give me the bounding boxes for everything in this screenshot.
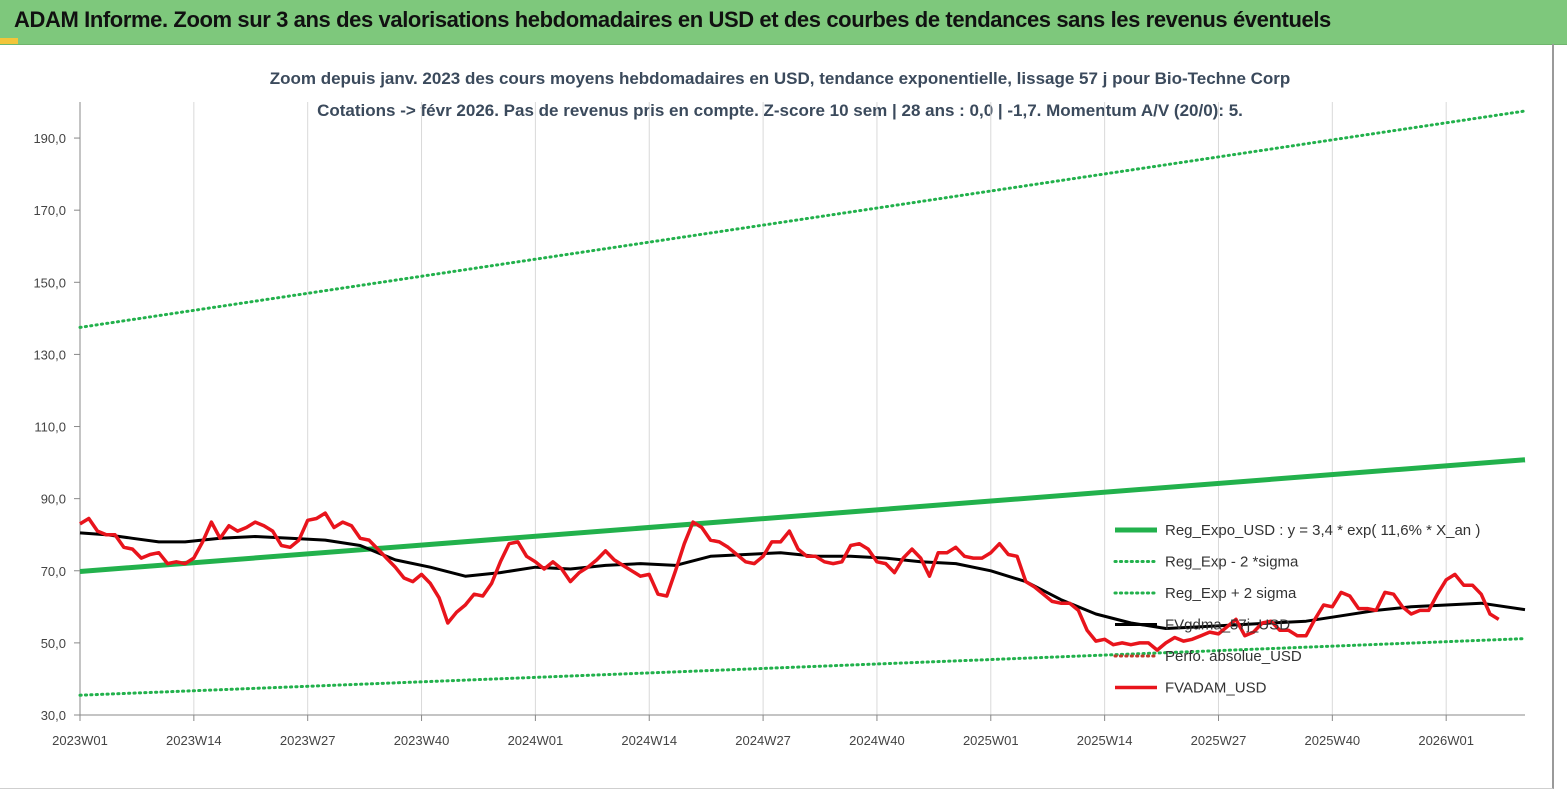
y-tick-label: 110,0 <box>34 420 66 435</box>
legend-label-3: Reg_Exp + 2 sigma <box>1165 585 1297 602</box>
series-line-2 <box>78 637 1527 697</box>
y-tick-label: 90,0 <box>41 492 66 507</box>
x-tick-label: 2025W27 <box>1191 733 1247 748</box>
chart-title-line-1: Zoom depuis janv. 2023 des cours moyens … <box>270 69 1291 88</box>
axes <box>74 102 1525 721</box>
x-tick-label: 2025W01 <box>963 733 1019 748</box>
series-line-3 <box>78 109 1527 329</box>
grid-lines <box>193 102 1447 715</box>
y-tick-label: 130,0 <box>33 347 66 362</box>
x-tick-label: 2024W27 <box>735 733 791 748</box>
y-tick-label: 70,0 <box>41 564 66 579</box>
x-tick-label: 2025W14 <box>1077 733 1133 748</box>
series-line-6 <box>79 511 1500 652</box>
y-tick-label: 30,0 <box>41 708 66 723</box>
series-line-1 <box>79 457 1526 574</box>
y-tick-label: 50,0 <box>41 636 66 651</box>
x-axis-ticks: 2023W01 2023W14 2023W27 2023W40 2024W01 2024W… <box>52 733 1474 748</box>
x-tick-label: 2024W40 <box>849 733 905 748</box>
x-tick-label: 2023W40 <box>394 733 450 748</box>
series-lines <box>78 109 1527 697</box>
y-tick-label: 170,0 <box>33 203 66 218</box>
legend-label-6: FVADAM_USD <box>1165 680 1267 697</box>
y-tick-label: 150,0 <box>33 275 66 290</box>
y-axis-ticks: 30,0 50,0 70,0 90,0 110,0 130,0 150,0 170,0 190,… <box>33 131 66 723</box>
legend-label-5: Perfo. absolue_USD <box>1165 648 1302 665</box>
legend-label-1: Reg_Expo_USD : y = 3,4 * exp( 11,6% * X_… <box>1165 522 1480 539</box>
report-header: ADAM Informe. Zoom sur 3 ans des valoris… <box>0 0 1567 45</box>
legend: Reg_Expo_USD : y = 3,4 * exp( 11,6% * X_… <box>1113 522 1480 697</box>
chart-title-line-2: Cotations -> févr 2026. Pas de revenus p… <box>317 101 1243 120</box>
x-tick-label: 2023W01 <box>52 733 108 748</box>
x-tick-label: 2023W27 <box>280 733 336 748</box>
x-tick-label: 2024W14 <box>621 733 677 748</box>
chart-frame: Zoom depuis janv. 2023 des cours moyens … <box>0 44 1554 789</box>
legend-label-2: Reg_Exp - 2 *sigma <box>1165 554 1299 571</box>
header-accent-bar <box>0 38 18 44</box>
x-tick-label: 2025W40 <box>1305 733 1361 748</box>
legend-label-4: FVgdma_57j_USD <box>1165 617 1290 634</box>
line-chart: Zoom depuis janv. 2023 des cours moyens … <box>33 69 1527 748</box>
report-title: ADAM Informe. Zoom sur 3 ans des valoris… <box>14 7 1331 32</box>
x-tick-label: 2023W14 <box>166 733 222 748</box>
series-line-4 <box>79 531 1526 630</box>
x-tick-label: 2024W01 <box>508 733 564 748</box>
x-tick-label: 2026W01 <box>1418 733 1474 748</box>
y-tick-label: 190,0 <box>33 131 66 146</box>
